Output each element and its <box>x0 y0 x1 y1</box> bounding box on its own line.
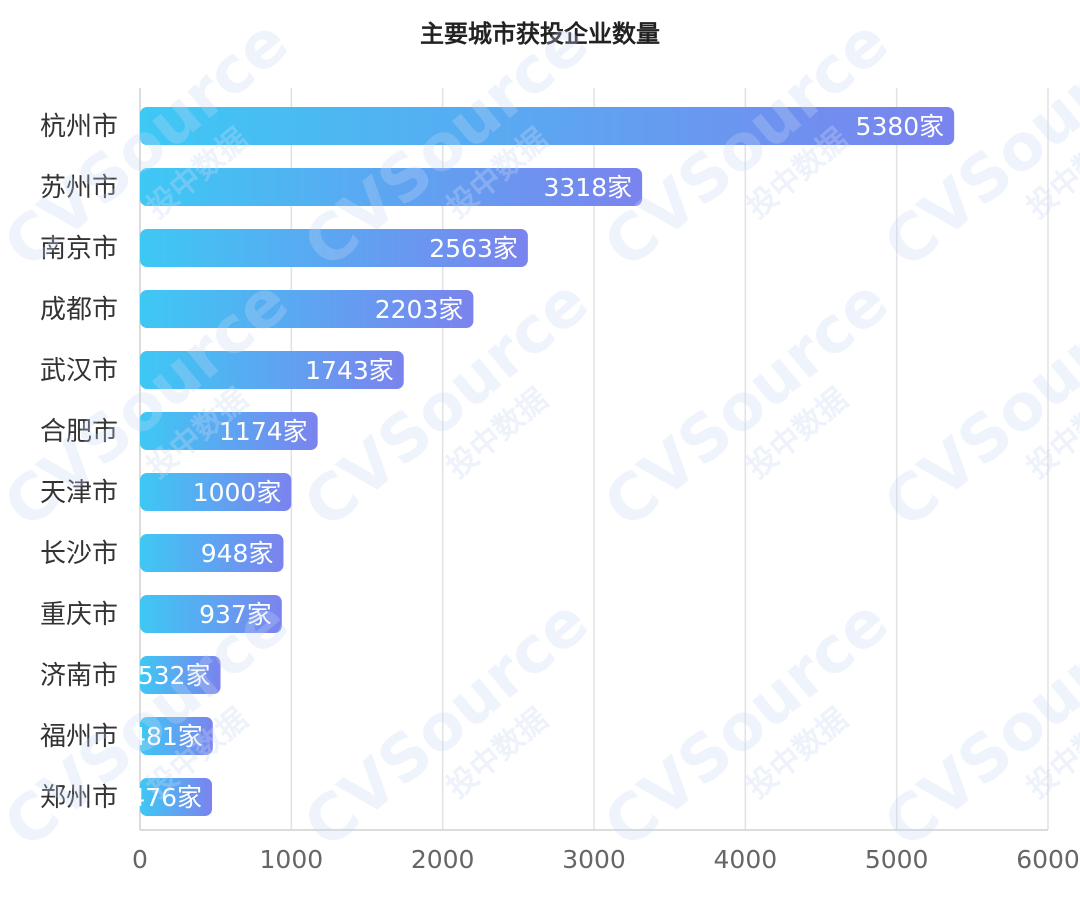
bar-value-label: 476家 <box>129 783 202 812</box>
bar-value-label: 948家 <box>201 539 274 568</box>
bar-value-label: 2203家 <box>375 295 464 324</box>
x-tick-label: 5000 <box>865 845 929 874</box>
chart-title: 主要城市获投企业数量 <box>420 20 660 48</box>
bar-value-label: 3318家 <box>543 173 632 202</box>
bar <box>140 534 284 572</box>
category-label: 福州市 <box>40 722 118 752</box>
category-label: 武汉市 <box>40 356 118 386</box>
category-label: 长沙市 <box>40 539 118 569</box>
category-label: 郑州市 <box>40 783 118 813</box>
category-label: 南京市 <box>40 234 118 264</box>
bar-value-label: 532家 <box>138 661 211 690</box>
bar-value-label: 5380家 <box>856 112 945 141</box>
bar <box>140 717 213 755</box>
category-label: 天津市 <box>40 478 118 508</box>
grid-lines <box>139 88 1049 831</box>
bar <box>140 229 528 267</box>
bar <box>140 351 404 389</box>
x-tick-label: 1000 <box>260 845 324 874</box>
bar <box>140 168 643 206</box>
category-label: 杭州市 <box>40 112 118 142</box>
watermark-text-en: CVSource <box>591 585 903 863</box>
x-tick-label: 2000 <box>411 845 475 874</box>
x-tick-label: 3000 <box>562 845 626 874</box>
x-tick-label: 4000 <box>714 845 778 874</box>
bar <box>140 473 292 511</box>
category-label: 合肥市 <box>40 417 118 447</box>
bar-value-label: 481家 <box>130 722 203 751</box>
x-axis-ticks: 0 1000 2000 3000 4000 5000 6000 <box>132 845 1080 874</box>
bar-value-label: 2563家 <box>429 234 518 263</box>
watermark-text-en: CVSource <box>591 265 903 543</box>
bar <box>140 290 474 328</box>
bars: 5380家 3318家 2563家 2203家 1743家 1174家 1000家 948家 9… <box>129 107 955 816</box>
bar-value-label: 937家 <box>199 600 272 629</box>
bar-value-label: 1000家 <box>193 478 282 507</box>
bar <box>140 412 318 450</box>
bar <box>140 107 955 145</box>
category-label: 成都市 <box>40 295 118 325</box>
x-tick-label: 0 <box>132 845 148 874</box>
category-label: 重庆市 <box>40 600 118 630</box>
bar <box>140 595 282 633</box>
x-tick-label: 6000 <box>1016 845 1080 874</box>
category-label: 苏州市 <box>40 173 118 203</box>
bar-value-label: 1743家 <box>305 356 394 385</box>
bar-value-label: 1174家 <box>219 417 308 446</box>
watermark-text-en: CVSource <box>291 585 603 863</box>
category-label: 济南市 <box>40 661 118 691</box>
bar <box>140 656 221 694</box>
bar <box>140 778 213 816</box>
